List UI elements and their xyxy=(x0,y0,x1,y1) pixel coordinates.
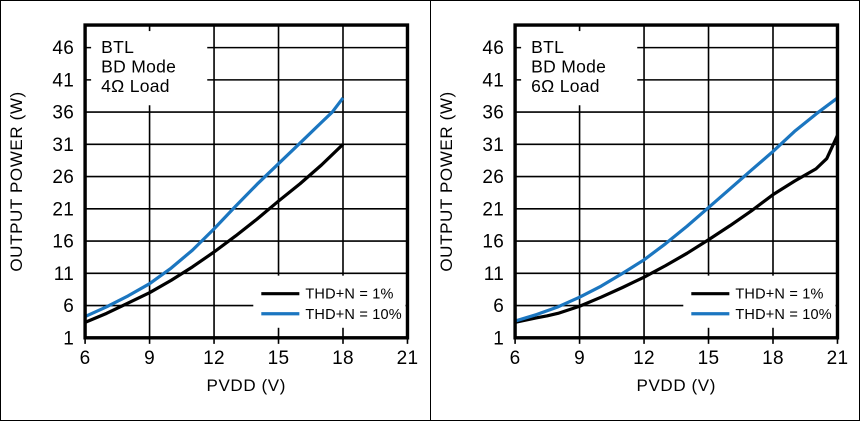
y-tick-label: 36 xyxy=(482,103,504,124)
y-tick-label: 26 xyxy=(52,167,74,188)
x-tick-label: 21 xyxy=(397,348,419,369)
y-tick-label: 11 xyxy=(483,264,503,285)
y-tick-label: 1 xyxy=(63,328,74,349)
y-tick-label: 26 xyxy=(482,167,504,188)
series-line-thdn-1pct xyxy=(84,143,345,324)
y-axis-label: OUTPUT POWER (W) xyxy=(437,91,456,272)
x-tick-label: 15 xyxy=(268,348,290,369)
y-tick-label: 6 xyxy=(493,296,504,317)
legend-backdrop xyxy=(253,275,406,328)
x-axis-label: PVDD (V) xyxy=(636,376,715,395)
chart-cell-4ohm-load: 1 6 11 16 21 26 31 36 41 46 6 9 12 15 18 21 PVDD (V) OUTP… xyxy=(1,1,430,420)
x-tick-label: 12 xyxy=(203,348,225,369)
legend-label: THD+N = 1% xyxy=(305,287,393,303)
chart-condition-line: BD Mode xyxy=(101,57,176,77)
x-tick-label: 18 xyxy=(332,348,354,369)
y-tick-label: 11 xyxy=(54,264,74,285)
y-tick-label: 16 xyxy=(482,232,504,253)
plot-frame xyxy=(512,23,839,340)
legend-label: THD+N = 10% xyxy=(735,307,832,323)
chart-cell-6ohm-load: 1 6 11 16 21 26 31 36 41 46 6 9 12 15 18 21 PVDD (V) OUTP… xyxy=(429,1,859,420)
legend-label: THD+N = 10% xyxy=(305,307,402,323)
series-line-thdn-1pct xyxy=(514,134,839,324)
x-tick-label: 12 xyxy=(633,348,655,369)
series-line-thdn-10pct xyxy=(514,96,838,323)
x-tick-label: 21 xyxy=(826,348,848,369)
x-tick-label: 18 xyxy=(762,348,784,369)
chart-condition-line: 4Ω Load xyxy=(101,76,170,96)
y-tick-label: 41 xyxy=(482,70,504,91)
chart-condition-line: 6Ω Load xyxy=(531,76,600,96)
chart-condition-line: BTL xyxy=(531,37,564,57)
x-axis-label: PVDD (V) xyxy=(207,376,286,395)
y-tick-label: 6 xyxy=(63,296,74,317)
series-line-thdn-10pct xyxy=(84,96,345,319)
y-tick-label: 36 xyxy=(52,103,74,124)
title-backdrop xyxy=(520,31,637,106)
y-tick-label: 1 xyxy=(493,328,504,349)
title-backdrop xyxy=(91,31,208,106)
x-tick-label: 6 xyxy=(80,348,91,369)
y-tick-label: 31 xyxy=(482,135,504,156)
chart-background xyxy=(1,1,430,420)
x-tick-label: 9 xyxy=(144,348,155,369)
y-tick-label: 21 xyxy=(482,199,504,220)
y-tick-label: 46 xyxy=(52,38,74,59)
y-tick-label: 31 xyxy=(52,135,74,156)
y-axis-label: OUTPUT POWER (W) xyxy=(7,91,26,272)
x-tick-label: 9 xyxy=(574,348,585,369)
y-tick-label: 16 xyxy=(52,232,74,253)
chart-condition-line: BTL xyxy=(101,37,134,57)
y-tick-label: 21 xyxy=(52,199,74,220)
plot-frame xyxy=(83,23,410,340)
y-tick-label: 46 xyxy=(482,38,504,59)
legend-backdrop xyxy=(682,275,835,328)
x-tick-label: 6 xyxy=(509,348,520,369)
chart-background xyxy=(430,1,859,420)
x-tick-label: 15 xyxy=(697,348,719,369)
y-tick-label: 41 xyxy=(52,70,74,91)
legend-label: THD+N = 1% xyxy=(735,287,823,303)
chart-condition-line: BD Mode xyxy=(531,57,606,77)
